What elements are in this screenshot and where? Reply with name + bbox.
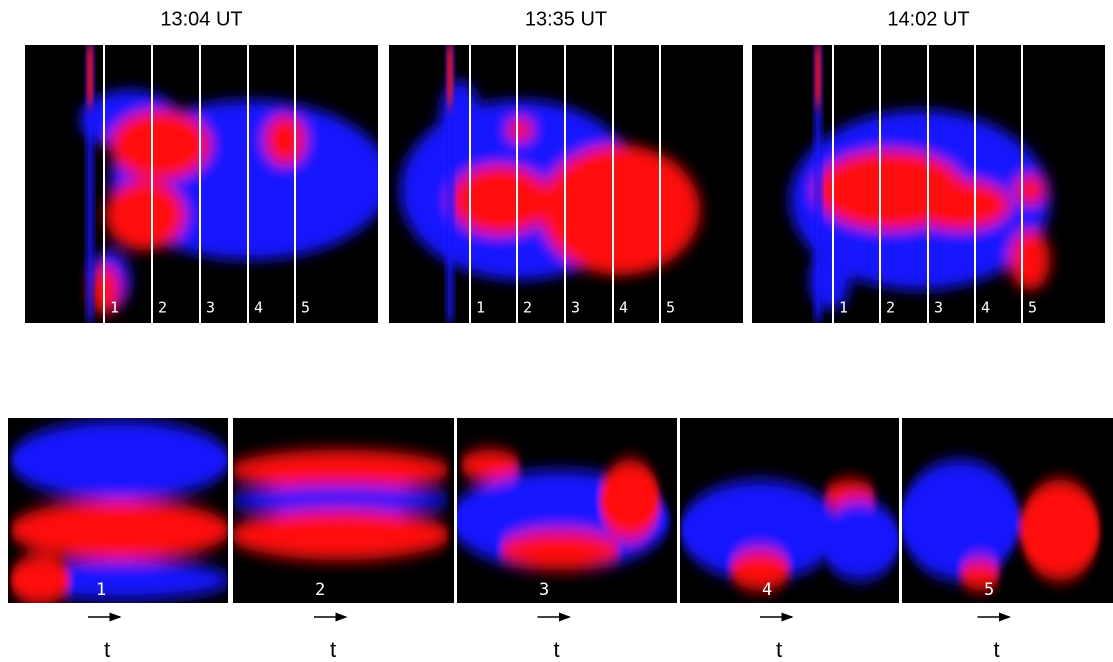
context-panel: 1 2 3 4 5 [752,45,1105,323]
limb-edge [86,45,94,323]
time-axis-label: t [104,637,110,662]
doppler-region [10,555,70,603]
slit-label: 1 [839,299,848,317]
slit-label: 4 [981,299,990,317]
slit-label: 2 [523,299,532,317]
doppler-region [105,180,185,250]
doppler-region [1010,230,1050,290]
doppler-region [508,118,532,142]
slit-label: 4 [254,299,263,317]
doppler-region [910,180,1010,230]
slit-label: 2 [158,299,167,317]
slit-label: 3 [934,299,943,317]
time-slice-panel: 3t [454,418,678,662]
doppler-region [1015,175,1045,205]
blobs [902,460,1100,590]
doppler-region [500,530,620,570]
time-axis-label: t [553,637,559,662]
slit-label: 3 [571,299,580,317]
doppler-region [730,550,790,590]
doppler-region [233,485,450,515]
time-axis-label: t [330,637,336,662]
slit-label: 3 [206,299,215,317]
panel-time: 13:35 UT [525,8,607,30]
time-slice-panel: 2t [230,418,455,662]
slice-label: 4 [762,580,772,600]
slit-label: 5 [301,299,310,317]
slit-label: 1 [110,299,119,317]
panel-time: 14:02 UT [887,8,969,30]
slice-label: 5 [984,580,994,600]
doppler-region [960,560,1000,590]
slit-label: 4 [619,299,628,317]
slice-label: 1 [96,580,106,600]
slice-label: 3 [539,580,549,600]
blobs [10,420,228,603]
doppler-region [680,480,840,580]
time-slice-panel: 5t [899,418,1113,662]
slit-label: 2 [886,299,895,317]
doppler-region [450,165,550,235]
time-axis-label: t [776,637,782,662]
slit-label: 5 [666,299,675,317]
limb-edge [814,45,822,323]
doppler-region [820,500,900,580]
time-slice-panel: 4t [677,418,900,662]
blobs [457,450,670,570]
slit-label: 1 [476,299,485,317]
doppler-region [10,420,228,500]
panel-time: 13:04 UT [160,8,242,30]
context-panel: 1 2 3 4 5 [389,45,743,323]
slice-label: 2 [315,580,325,600]
doppler-region [265,115,305,165]
limb-edge-red [815,45,821,105]
context-panel: 1 2 3 4 5 [25,45,378,323]
doppler-region [902,460,1020,580]
blobs [680,480,900,590]
doppler-region [233,450,450,490]
limb-edge-red [447,45,453,105]
limb-edge [446,45,454,323]
slit-label: 5 [1028,299,1037,317]
doppler-region [460,450,520,480]
doppler-region [233,510,450,560]
doppler-region [110,110,210,180]
time-axis-label: t [993,637,999,662]
time-slice-panel: 1t [8,418,228,662]
doppler-region [10,500,228,560]
doppler-region [600,460,660,540]
limb-edge-red [87,45,93,105]
blobs [233,450,450,560]
doppler-region [1020,480,1100,580]
